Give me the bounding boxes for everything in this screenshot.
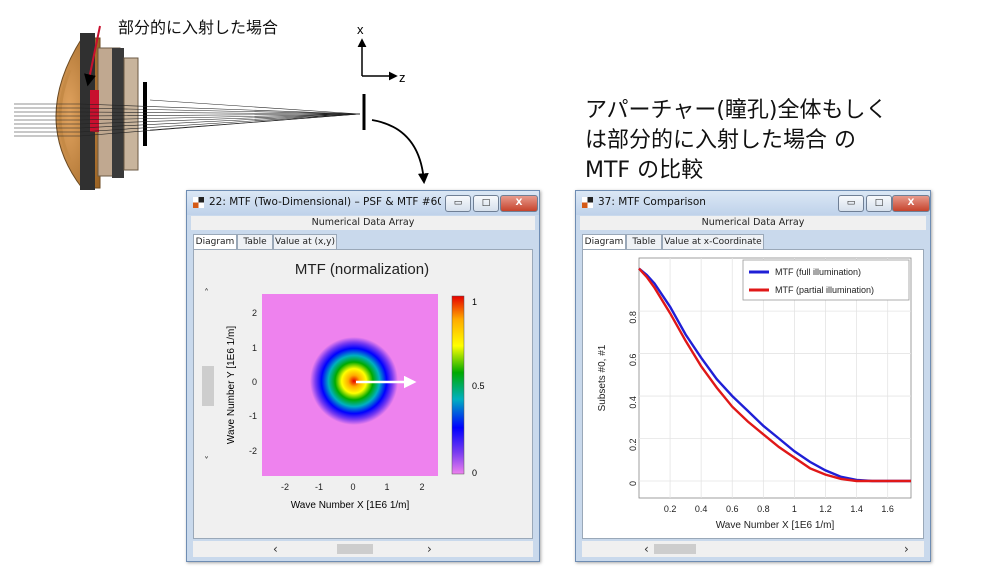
lens-assembly [55, 33, 147, 190]
subtitle-bar: Numerical Data Array [191, 216, 535, 230]
window-title: 37: MTF Comparison [598, 196, 706, 208]
partial-aperture-marker [90, 90, 99, 132]
x-tick: -2 [281, 482, 289, 492]
app-icon [582, 197, 593, 208]
axis-z-label: z [399, 70, 406, 85]
colorbar-tick-05: 0.5 [472, 381, 485, 391]
plot-title: MTF (normalization) [295, 261, 429, 278]
y-tick-label: 0 [628, 481, 638, 486]
x-tick-label: 1 [792, 504, 797, 514]
horizontal-scrollbar[interactable]: ‹ › [582, 541, 924, 557]
mtf-2d-window: 22: MTF (Two-Dimensional) – PSF & MTF #6… [186, 190, 540, 562]
minimize-button[interactable]: ▭ [838, 195, 864, 212]
colorbar-tick-1: 1 [472, 297, 477, 307]
comparison-title: アパーチャー(瞳孔)全体もしく は部分的に入射した場合 の MTF の比較 [585, 96, 985, 186]
y-tick: -1 [249, 411, 257, 421]
close-button[interactable]: X [892, 195, 930, 212]
close-button[interactable]: X [500, 195, 538, 212]
y-tick: 0 [252, 377, 257, 387]
x-tick: 2 [419, 482, 424, 492]
maximize-button[interactable]: □ [866, 195, 892, 212]
callout-arrow [84, 25, 101, 87]
colorbar-tick-0: 0 [472, 468, 477, 478]
x-tick-label: 1.6 [881, 504, 894, 514]
scroll-down-arrow[interactable]: ˅ [204, 456, 209, 467]
scroll-left-arrow[interactable]: ‹ [644, 542, 649, 556]
series-line-1 [638, 267, 911, 483]
x-axis-label: Wave Number X [1E6 1/m] [291, 500, 410, 511]
mtf-comparison-chart: 0.2 0.4 0.6 0.8 1 1.2 1.4 1.6 0 0.2 0.4 0.6 0.8 Wave … [597, 257, 912, 531]
y-axis-label: Subsets #0, #1 [597, 344, 608, 411]
minimize-button[interactable]: ▭ [445, 195, 471, 212]
x-tick: 0 [350, 482, 355, 492]
tab-value-at-x[interactable]: Value at x-Coordinate [662, 234, 764, 250]
y-axis-label: Wave Number Y [1E6 1/m] [226, 326, 237, 444]
mtf-2d-plot: MTF (normalization) 1 0.5 0 -2 -1 0 1 2 … [226, 261, 485, 511]
ray-bundle [14, 99, 361, 137]
window-title: 22: MTF (Two-Dimensional) – PSF & MTF #6… [209, 196, 441, 208]
subtitle-bar: Numerical Data Array [580, 216, 926, 230]
pointer-arrow [371, 119, 429, 185]
comparison-title-line-1: アパーチャー(瞳孔)全体もしく [585, 98, 888, 123]
tab-diagram[interactable]: Diagram [193, 234, 237, 250]
x-tick-label: 0.4 [695, 504, 708, 514]
legend-box [742, 259, 910, 301]
y-tick: 2 [252, 308, 257, 318]
x-tick: -1 [315, 482, 323, 492]
x-tick-label: 0.8 [757, 504, 770, 514]
x-tick-label: 0.6 [726, 504, 739, 514]
comparison-title-line-3: MTF の比較 [585, 158, 704, 183]
vertical-scroll-thumb[interactable] [202, 366, 214, 406]
horizontal-scroll-thumb[interactable] [654, 544, 696, 554]
optical-system-diagram: x z [14, 22, 429, 190]
window-titlebar[interactable]: 22: MTF (Two-Dimensional) – PSF & MTF #6… [187, 191, 539, 215]
scroll-up-arrow[interactable]: ˄ [204, 288, 209, 299]
diagram-panel: ˄ ˅ [193, 249, 533, 539]
scroll-right-arrow[interactable]: › [904, 542, 909, 556]
tab-strip: Diagram Table Value at x-Coordinate [582, 234, 924, 250]
y-tick-label: 0.6 [628, 354, 638, 367]
axis-x-label: x [357, 22, 364, 37]
partial-illumination-callout: 部分的に入射した場合 [118, 18, 279, 37]
horizontal-scroll-thumb[interactable] [337, 544, 373, 554]
legend-label-1: MTF (partial illumination) [775, 285, 874, 295]
diagram-panel: 0.2 0.4 0.6 0.8 1 1.2 1.4 1.6 0 0.2 0.4 0.6 0.8 Wave … [582, 249, 924, 539]
tab-diagram[interactable]: Diagram [582, 234, 626, 250]
legend-label-0: MTF (full illumination) [775, 267, 861, 277]
app-icon [193, 197, 204, 208]
y-tick: 1 [252, 343, 257, 353]
window-titlebar[interactable]: 37: MTF Comparison ▭ □ X [576, 191, 930, 215]
x-tick-label: 1.2 [819, 504, 832, 514]
x-tick-label: 0.2 [664, 504, 677, 514]
tab-strip: Diagram Table Value at (x,y) [193, 234, 533, 250]
horizontal-scrollbar[interactable]: ‹ › [193, 541, 533, 557]
x-axis-label: Wave Number X [1E6 1/m] [716, 520, 835, 531]
x-tick-label: 1.4 [850, 504, 863, 514]
comparison-title-line-2: は部分的に入射した場合 の [585, 128, 856, 153]
y-tick-label: 0.8 [628, 311, 638, 324]
tab-table[interactable]: Table [626, 234, 662, 250]
scroll-right-arrow[interactable]: › [427, 542, 432, 556]
x-tick: 1 [384, 482, 389, 492]
mtf-comparison-window: 37: MTF Comparison ▭ □ X Numerical Data … [575, 190, 931, 562]
y-tick-label: 0.2 [628, 439, 638, 452]
mtf-spot [310, 337, 398, 425]
colorbar [451, 295, 465, 475]
y-tick: -2 [249, 446, 257, 456]
tab-table[interactable]: Table [237, 234, 273, 250]
scroll-left-arrow[interactable]: ‹ [273, 542, 278, 556]
tab-value-at-xy[interactable]: Value at (x,y) [273, 234, 337, 250]
maximize-button[interactable]: □ [473, 195, 499, 212]
y-tick-label: 0.4 [628, 396, 638, 409]
